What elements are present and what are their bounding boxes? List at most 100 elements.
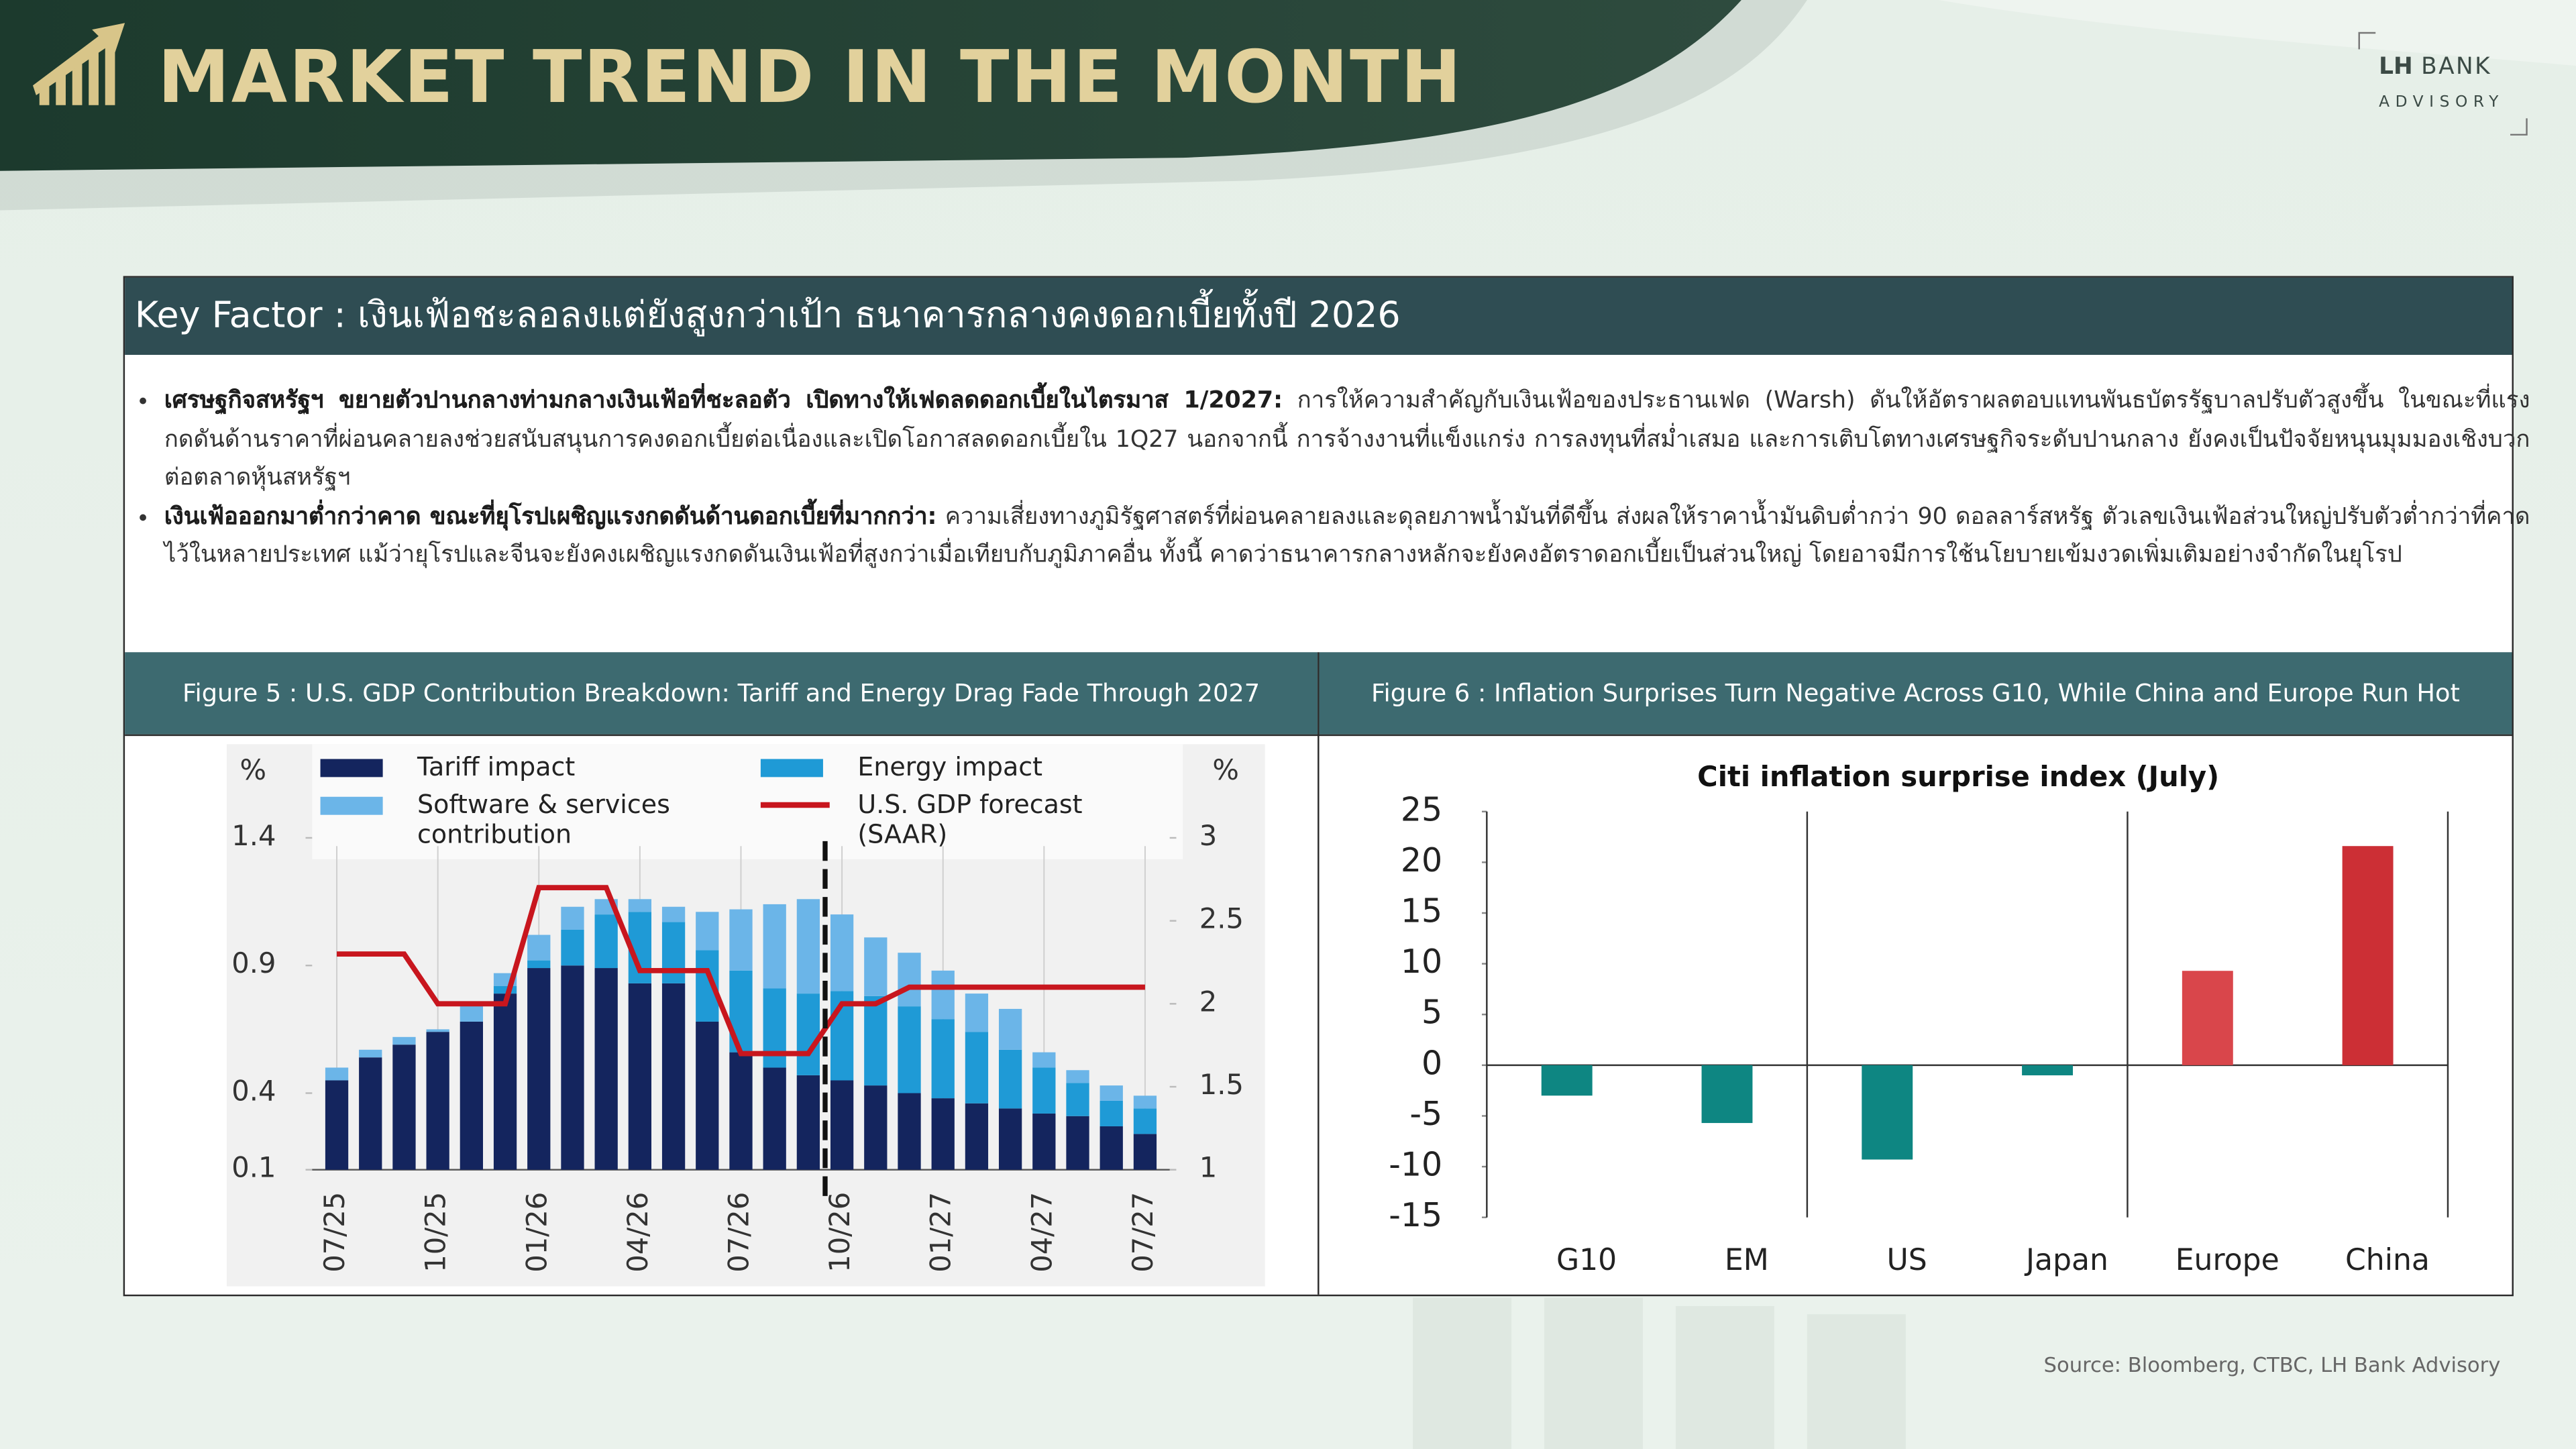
bar-segment <box>594 968 618 1170</box>
y-tick-label: -5 <box>1409 1095 1442 1133</box>
y2-unit: % <box>1212 753 1239 786</box>
bar-segment <box>1099 1100 1123 1126</box>
bar-segment <box>763 1067 786 1170</box>
bar-segment <box>661 983 686 1170</box>
y-tick-label: 0 <box>1421 1044 1442 1082</box>
bar-segment <box>965 1103 989 1170</box>
legend-swatch <box>320 759 383 777</box>
x-tick-label: 01/26 <box>520 1192 553 1273</box>
bar-segment <box>661 922 686 983</box>
line-series <box>337 885 1145 1057</box>
x-tick-label: 10/26 <box>823 1192 856 1273</box>
y-unit: % <box>240 753 267 786</box>
bar-segment <box>1133 1134 1157 1170</box>
key-factor-title: Key Factor : เงินเฟ้อชะลอลงแต่ยังสูงกว่า… <box>125 277 2512 355</box>
x-tick-label: 04/26 <box>621 1192 654 1273</box>
logo: LH BANK ADVISORY <box>2379 49 2504 112</box>
bar-segment <box>325 1080 349 1170</box>
bg-bars <box>1413 1297 1906 1449</box>
y2-tick-label: 2.5 <box>1199 902 1244 935</box>
x-tick-label: 04/27 <box>1025 1192 1058 1273</box>
bullet-lead: เศรษฐกิจสหรัฐฯ ขยายตัวปานกลางท่ามกลางเงิ… <box>164 387 1283 415</box>
bar-segment <box>729 1052 753 1170</box>
bar <box>2182 971 2233 1065</box>
legend-label: Energy impact <box>857 752 1042 782</box>
y-tick-label: 10 <box>1401 943 1442 981</box>
source-note: Source: Bloomberg, CTBC, LH Bank Advisor… <box>2043 1352 2501 1377</box>
y-tick-label: -15 <box>1389 1196 1442 1234</box>
figure-title: Figure 5 : U.S. GDP Contribution Breakdo… <box>125 652 1318 735</box>
x-tick-label: 07/27 <box>1126 1192 1159 1273</box>
bar-segment <box>1133 1108 1157 1134</box>
bar-segment <box>594 914 618 969</box>
bar-segment <box>864 937 888 996</box>
bar <box>1862 1065 1913 1160</box>
x-tick-label: EM <box>1725 1243 1769 1277</box>
bar-segment <box>527 960 551 969</box>
bar-segment <box>527 934 551 961</box>
bar-segment <box>898 953 921 1007</box>
logo-name: BANK <box>2421 54 2492 81</box>
bar-segment <box>561 929 584 966</box>
y-tick-label: 1.4 <box>231 819 276 852</box>
bar-segment <box>998 1049 1022 1109</box>
bar-segment <box>830 1080 854 1170</box>
logo-corner <box>2510 118 2528 136</box>
bar-segment <box>830 914 854 991</box>
figure-title: Figure 6 : Inflation Surprises Turn Nega… <box>1319 652 2512 735</box>
bar-segment <box>1099 1126 1123 1170</box>
bar-segment <box>426 1029 449 1032</box>
bar-segment <box>460 1021 484 1170</box>
bullet-list: เศรษฐกิจสหรัฐฯ ขยายตัวปานกลางท่ามกลางเงิ… <box>138 383 2530 576</box>
bar-segment <box>998 1108 1022 1170</box>
bar-segment <box>1032 1067 1056 1114</box>
y-tick-label: 25 <box>1401 790 1442 828</box>
x-tick-label: 07/26 <box>722 1192 755 1273</box>
bar-segment <box>493 985 517 994</box>
bar-segment <box>931 970 955 1020</box>
bar-segment <box>931 1019 955 1099</box>
logo-sub: ADVISORY <box>2379 93 2504 112</box>
bar-segment <box>527 968 551 1170</box>
bullet: เงินเฟ้อออกมาต่ำกว่าคาด ขณะที่ยุโรปเผชิญ… <box>164 498 2530 576</box>
bar-segment <box>561 965 584 1170</box>
bar-segment <box>796 994 820 1075</box>
bar-segment <box>696 1021 719 1170</box>
x-tick-label: 10/25 <box>419 1192 452 1273</box>
divider <box>1318 652 1320 1295</box>
y-tick-label: 0.4 <box>231 1075 276 1108</box>
bar-segment <box>359 1049 382 1058</box>
bar-segment <box>1133 1095 1157 1109</box>
bar-segment <box>898 1006 921 1093</box>
bar-segment <box>796 1075 820 1170</box>
x-tick-label: 01/27 <box>924 1192 957 1273</box>
bar-segment <box>796 899 820 994</box>
y-tick-label: 15 <box>1401 892 1442 930</box>
divider <box>125 734 2512 737</box>
logo-corner <box>2358 32 2376 50</box>
y2-tick-label: 1.5 <box>1199 1068 1244 1101</box>
bar-segment <box>493 994 517 1170</box>
bullet-text: การให้ความสำคัญกับเงินเฟ้อของประธานเฟด (… <box>164 387 2530 492</box>
y-tick-label: 0.1 <box>231 1151 276 1184</box>
bar-segment <box>763 904 786 989</box>
y-tick-label: 5 <box>1421 994 1442 1032</box>
chart-title: Citi inflation surprise index (July) <box>1697 760 2219 793</box>
bar-segment <box>661 906 686 922</box>
header-band <box>0 0 1741 171</box>
page-title: MARKET TREND IN THE MONTH <box>158 36 1463 120</box>
y2-tick-label: 3 <box>1199 819 1217 852</box>
bar-segment <box>864 1085 888 1170</box>
bar-segment <box>1032 1052 1056 1068</box>
bar <box>1541 1065 1593 1096</box>
bar-segment <box>1066 1116 1089 1170</box>
bar-segment <box>359 1057 382 1170</box>
header-icon <box>32 23 125 105</box>
legend-swatch <box>760 759 823 777</box>
legend-swatch <box>320 796 383 815</box>
bar-segment <box>392 1044 416 1170</box>
logo-brand: LH <box>2379 54 2413 81</box>
